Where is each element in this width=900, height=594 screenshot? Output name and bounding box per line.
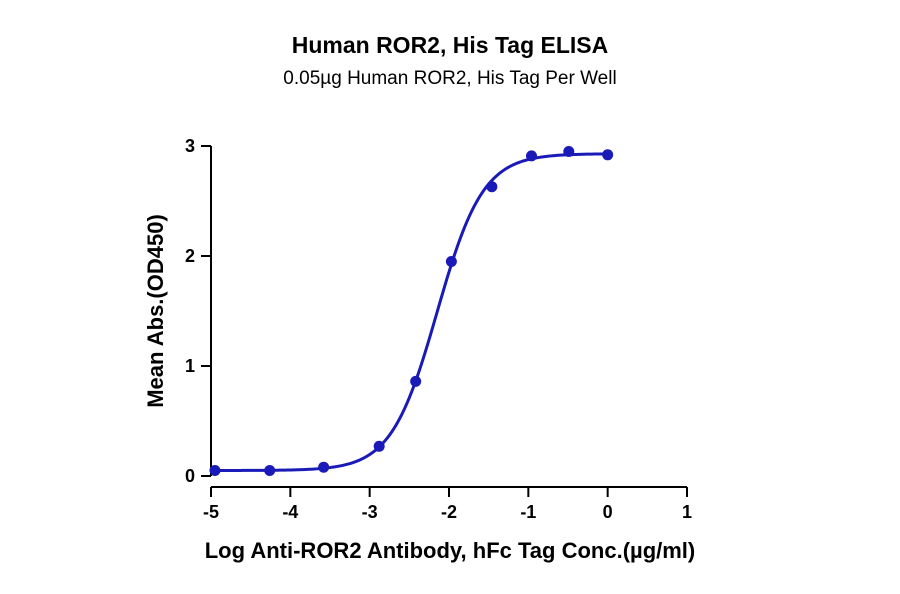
data-point [486, 181, 498, 193]
x-tick-label: -2 [441, 502, 457, 522]
y-tick-label: 0 [185, 466, 195, 486]
chart-subtitle: 0.05µg Human ROR2, His Tag Per Well [283, 68, 616, 89]
x-tick-label: -5 [203, 502, 219, 522]
y-axis-label: Mean Abs.(OD450) [143, 214, 168, 408]
axes: 0 1 2 3 -5 -4 -3 -2 -1 0 1 [185, 136, 692, 522]
data-point [602, 149, 614, 161]
data-points-layer [209, 146, 614, 476]
x-tick-label: -4 [282, 502, 298, 522]
data-point [410, 375, 422, 387]
data-point [373, 440, 385, 452]
data-point [264, 465, 276, 476]
y-tick-label: 1 [185, 356, 195, 376]
data-point [526, 150, 538, 162]
data-point [318, 461, 330, 473]
y-tick-label: 2 [185, 246, 195, 266]
fit-curve [214, 152, 608, 472]
x-tick-label: 0 [603, 502, 613, 522]
y-tick-label: 3 [185, 136, 195, 156]
x-tick-label: -1 [520, 502, 536, 522]
x-axis-label: Log Anti-ROR2 Antibody, hFc Tag Conc.(µg… [205, 538, 696, 563]
data-point [563, 146, 575, 157]
x-tick-label: -3 [362, 502, 378, 522]
data-point [445, 256, 457, 267]
chart-title: Human ROR2, His Tag ELISA [292, 32, 609, 58]
x-tick-label: 1 [682, 502, 692, 522]
data-point [209, 465, 221, 476]
fit-curve-layer [214, 152, 608, 472]
